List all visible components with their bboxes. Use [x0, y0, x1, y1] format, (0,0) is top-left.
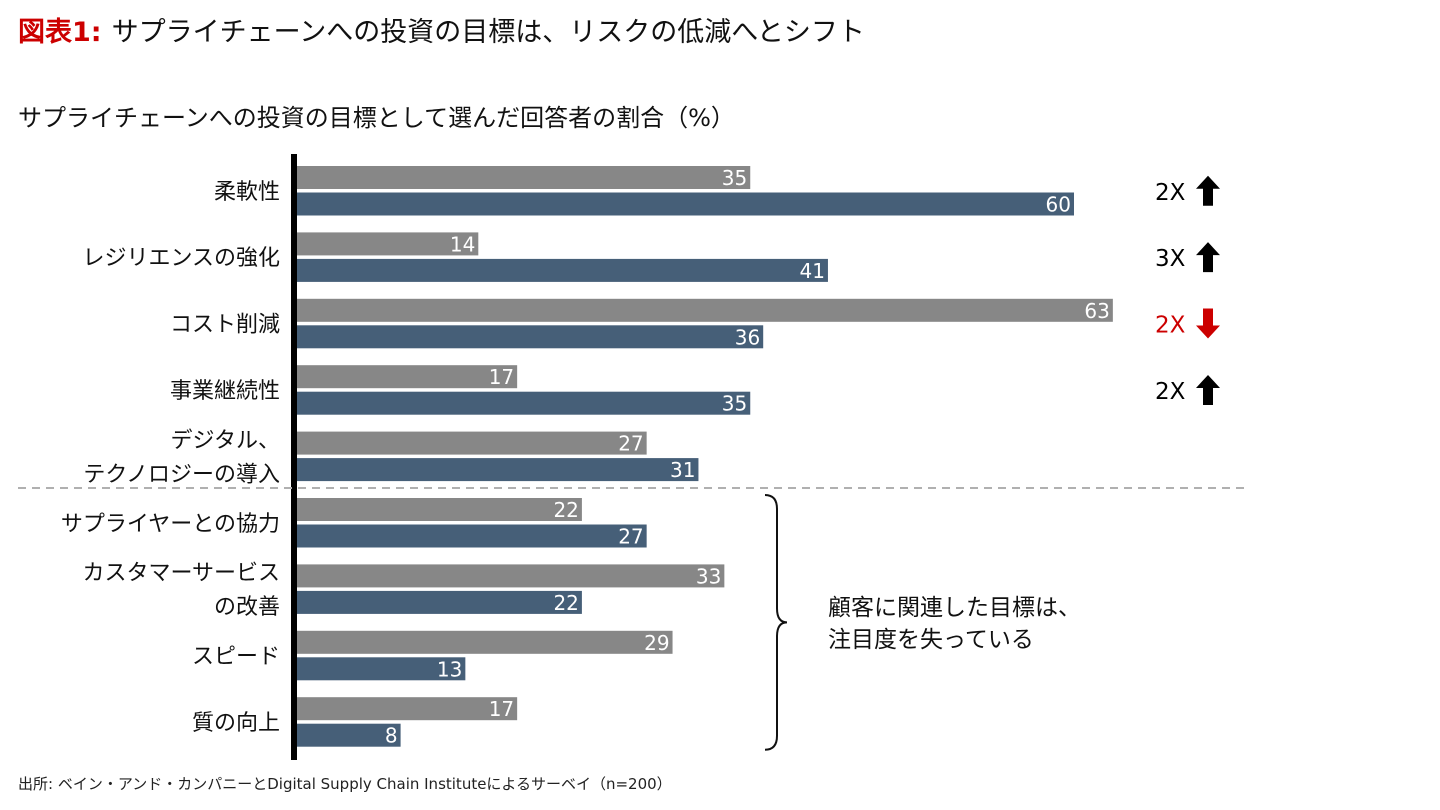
chart-title-block: 図表1: サプライチェーンへの投資の目標は、リスクの低減へとシフト [18, 10, 865, 49]
bar-series-1 [297, 630, 673, 654]
bar-series-1 [297, 232, 479, 256]
arrow-up-icon [1196, 175, 1220, 206]
arrow-up-icon [1196, 242, 1220, 273]
bar-series-1 [297, 564, 725, 588]
data-label: 29 [644, 631, 669, 655]
category-label: 質の向上 [192, 711, 280, 736]
data-label: 22 [553, 591, 578, 615]
data-label: 17 [489, 365, 514, 389]
annotation-line: 注目度を失っている [828, 627, 1034, 653]
category-label: サプライヤーとの協力 [61, 512, 280, 537]
data-label: 13 [437, 657, 462, 681]
bar-series-1 [297, 697, 518, 721]
category-label: の改善 [214, 595, 280, 620]
arrow-down-icon [1196, 308, 1220, 339]
bar-series-2 [297, 258, 828, 282]
category-label: コスト削減 [170, 313, 280, 338]
arrow-up-icon [1196, 374, 1220, 405]
curly-bracket [764, 494, 788, 751]
category-label: テクノロジーの導入 [83, 462, 280, 487]
chart-subtitle: サプライチェーンへの投資の目標として選んだ回答者の割合（%） [18, 104, 735, 132]
bar-series-1 [297, 498, 582, 521]
data-label: 27 [618, 525, 643, 549]
annotation-line: 顧客に関連した目標は、 [828, 595, 1081, 621]
change-label: 2X [1155, 313, 1186, 339]
data-label: 17 [489, 697, 514, 721]
bar-chart: 柔軟性 35 60 レジリエンスの強化 14 41 コスト削減 63 36 事業継続性 17 35 デジ… [18, 154, 1245, 760]
category-label: デジタル、 [170, 428, 280, 453]
bar-series-2 [297, 657, 466, 681]
category-label: 柔軟性 [214, 180, 280, 205]
change-label: 2X [1155, 379, 1186, 405]
bar-series-1 [297, 431, 647, 455]
annotation-note: 顧客に関連した目標は、 注目度を失っている [828, 592, 1081, 656]
bar-series-2 [297, 391, 751, 415]
data-label: 41 [799, 259, 824, 283]
data-label: 14 [450, 232, 475, 256]
data-label: 27 [618, 432, 643, 456]
data-label: 35 [722, 392, 747, 416]
bar-series-1 [297, 298, 1113, 322]
bar-series-1 [297, 365, 518, 389]
bar-series-2 [297, 590, 582, 614]
bar-series-2 [297, 723, 401, 747]
category-label: レジリエンスの強化 [82, 246, 280, 271]
data-label: 35 [722, 166, 747, 190]
bar-series-1 [297, 166, 751, 189]
category-label: スピード [192, 645, 280, 670]
title-prefix: 図表1: [18, 17, 102, 48]
bar-series-2 [297, 192, 1074, 216]
bar-series-2 [297, 524, 647, 548]
data-label: 60 [1046, 193, 1071, 217]
change-label: 2X [1155, 180, 1186, 206]
bar-series-2 [297, 325, 764, 349]
category-label: 事業継続性 [170, 379, 280, 404]
chart-title: サプライチェーンへの投資の目標は、リスクの低減へとシフト [111, 17, 865, 48]
bar-series-2 [297, 458, 699, 482]
data-label: 22 [553, 498, 578, 522]
category-label: カスタマーサービス [82, 561, 280, 586]
source-note: 出所: ベイン・アンド・カンパニーとDigital Supply Chain I… [18, 775, 672, 793]
data-label: 33 [696, 564, 721, 588]
change-label: 3X [1155, 246, 1186, 272]
data-label: 63 [1084, 299, 1109, 323]
data-label: 31 [670, 458, 695, 482]
data-label: 8 [385, 724, 398, 748]
data-label: 36 [735, 325, 760, 349]
